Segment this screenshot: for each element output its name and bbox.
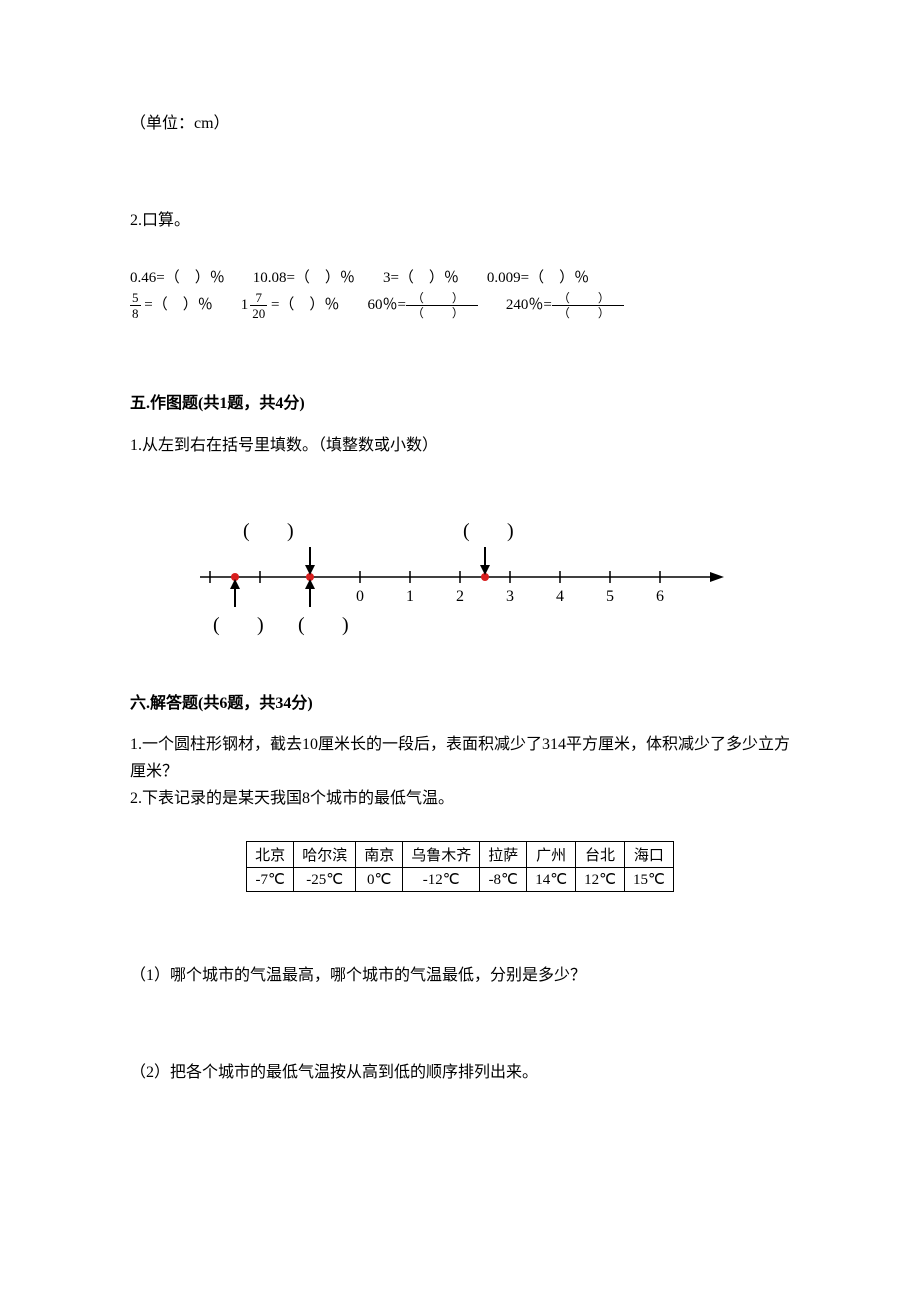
city-header-cell: 台北 [576,841,625,867]
eq-1a: 0.46=（ ）％ [130,266,225,287]
section-6-heading: 六.解答题(共6题，共34分) [130,690,790,717]
city-header-cell: 乌鲁木齐 [403,841,480,867]
svg-text:0: 0 [356,588,364,605]
q2-label: 2.口算。 [130,207,790,234]
city-header-cell: 广州 [527,841,576,867]
svg-text:): ) [257,614,264,636]
city-header-cell: 哈尔滨 [294,841,356,867]
city-header-cell: 拉萨 [480,841,527,867]
city-value-cell: -12℃ [403,867,480,891]
s5-q1: 1.从左到右在括号里填数。（填整数或小数） [130,432,790,459]
s6-q2-sub1: （1）哪个城市的气温最高，哪个城市的气温最低，分别是多少？ [130,962,790,989]
svg-text:3: 3 [506,588,514,605]
table-value-row: -7℃-25℃0℃-12℃-8℃14℃12℃15℃ [247,867,674,891]
svg-text:1: 1 [406,588,414,605]
worksheet-page: （单位：cm） 2.口算。 0.46=（ ）％ 10.08=（ ）％ 3=（ ）… [0,0,920,1302]
svg-text:4: 4 [556,588,564,605]
city-header-cell: 南京 [356,841,403,867]
city-value-cell: -8℃ [480,867,527,891]
fraction-5-8: 5 8 [130,291,141,320]
paren-fraction-c: （ ） （ ） [406,292,478,319]
eq-2c: 60％= （ ） （ ） [367,292,477,319]
s6-q2-intro: 2.下表记录的是某天我国8个城市的最低气温。 [130,785,790,812]
equation-row-1: 0.46=（ ）％ 10.08=（ ）％ 3=（ ）％ 0.009=（ ）％ [130,266,790,287]
mixed-1-7-20: 1 7 20 [241,291,268,320]
eq-2b: 1 7 20 =（ ）％ [241,291,340,320]
paren-fraction-d: （ ） （ ） [552,292,624,319]
svg-text:(: ( [463,520,470,542]
numberline-figure: 0 1 2 3 4 5 6 () () () () [130,487,790,662]
cities-table: 北京哈尔滨南京乌鲁木齐拉萨广州台北海口 -7℃-25℃0℃-12℃-8℃14℃1… [246,841,674,892]
svg-text:(: ( [243,520,250,542]
equation-row-2: 5 8 =（ ）％ 1 7 20 =（ ）％ 60％= （ ） （ ） 240％… [130,291,790,320]
svg-text:): ) [507,520,514,542]
city-value-cell: -7℃ [247,867,294,891]
city-value-cell: 15℃ [624,867,673,891]
city-header-cell: 北京 [247,841,294,867]
svg-text:6: 6 [656,588,664,605]
svg-text:): ) [342,614,349,636]
city-value-cell: 12℃ [576,867,625,891]
eq-2d: 240％= （ ） （ ） [506,292,624,319]
s6-q1: 1.一个圆柱形钢材，截去10厘米长的一段后，表面积减少了314平方厘米，体积减少… [130,731,790,785]
city-value-cell: -25℃ [294,867,356,891]
svg-text:2: 2 [456,588,464,605]
eq-1d: 0.009=（ ）％ [487,266,589,287]
section-5-heading: 五.作图题(共1题，共4分) [130,390,790,417]
city-header-cell: 海口 [624,841,673,867]
s6-q2-sub2: （2）把各个城市的最低气温按从高到低的顺序排列出来。 [130,1059,790,1086]
table-header-row: 北京哈尔滨南京乌鲁木齐拉萨广州台北海口 [247,841,674,867]
eq-1c: 3=（ ）％ [383,266,459,287]
eq-2a: 5 8 =（ ）％ [130,291,213,320]
svg-text:(: ( [213,614,220,636]
svg-text:5: 5 [606,588,614,605]
svg-text:): ) [287,520,294,542]
svg-text:(: ( [298,614,305,636]
city-value-cell: 14℃ [527,867,576,891]
eq-1b: 10.08=（ ）％ [253,266,355,287]
city-value-cell: 0℃ [356,867,403,891]
unit-note: （单位：cm） [130,110,790,137]
